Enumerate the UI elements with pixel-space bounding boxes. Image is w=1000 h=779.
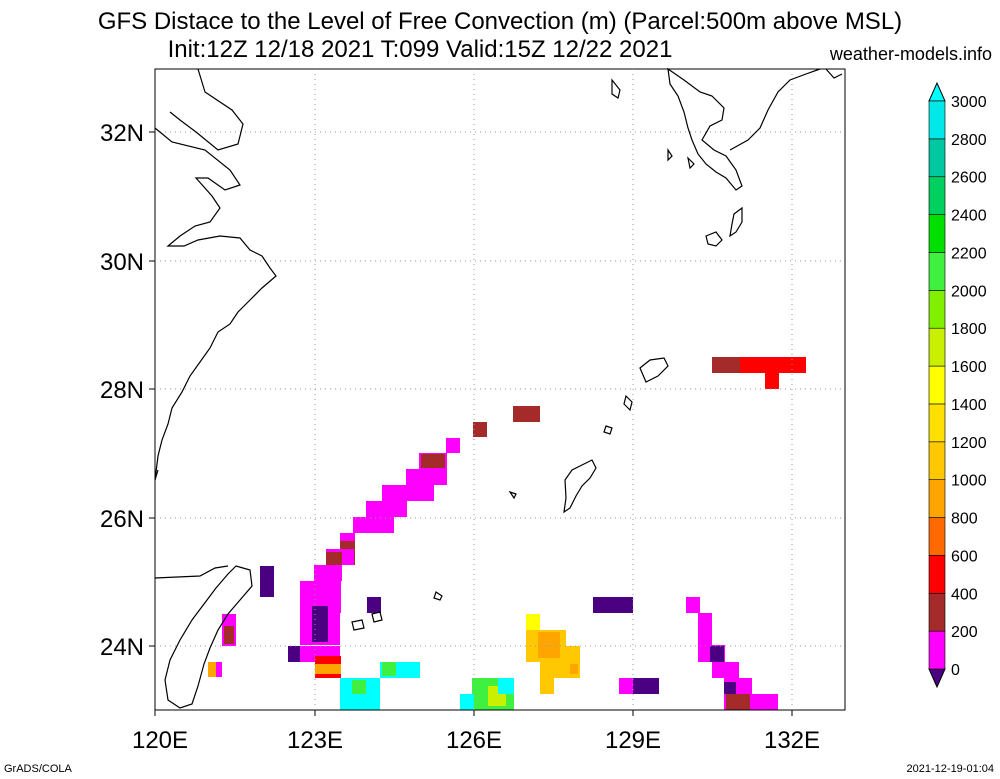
colorbar-segment	[928, 214, 946, 253]
lat-label-26n: 26N	[100, 506, 144, 533]
colorbar-label: 2000	[951, 283, 987, 300]
lon-label-126e: 126E	[446, 727, 502, 754]
lat-label-30n: 30N	[100, 249, 144, 276]
data-cells	[208, 357, 806, 710]
timestamp: 2021-12-19-01:04	[906, 763, 994, 775]
colorbar-segment	[928, 403, 946, 443]
axis-ticks	[149, 131, 793, 716]
colorbar-label: 1000	[951, 473, 987, 490]
colorbar-label: 1400	[951, 397, 987, 414]
colorbar-segment	[928, 100, 946, 140]
colorbar-label: 2200	[951, 245, 987, 262]
colorbar-label: 0	[951, 662, 960, 679]
colorbar-segment	[928, 327, 946, 367]
colorbar-segment	[928, 290, 946, 329]
colorbar-label: 3000	[951, 94, 987, 111]
colorbar-segment	[928, 592, 946, 632]
colorbar-label: 800	[951, 511, 978, 528]
gridlines	[155, 69, 845, 710]
colorbar-arrow-high	[928, 81, 946, 102]
colorbar-label: 200	[951, 624, 978, 641]
lat-label-24n: 24N	[100, 634, 144, 661]
colorbar-segment	[928, 365, 946, 405]
colorbar-label: 2400	[951, 208, 987, 225]
lon-label-120e: 120E	[132, 727, 188, 754]
coastlines	[154, 67, 843, 709]
map-title: GFS Distace to the Level of Free Convect…	[97, 8, 903, 35]
colorbar-segment	[928, 630, 946, 670]
colorbar-segment	[928, 176, 946, 215]
lon-label-129e: 129E	[605, 727, 661, 754]
lat-label-28n: 28N	[100, 377, 144, 404]
colorbar-arrow-low	[928, 668, 946, 689]
colorbar-label: 1600	[951, 359, 987, 376]
colorbar-segment	[928, 555, 946, 594]
colorbar-label: 2600	[951, 170, 987, 187]
colorbar-segment	[928, 252, 946, 291]
colorbar-segment	[928, 517, 946, 556]
colorbar-label: 1200	[951, 435, 987, 452]
colorbar-segment	[928, 441, 946, 480]
colorbar-label: 2800	[951, 132, 987, 149]
colorbar-label: 600	[951, 548, 978, 565]
colorbar-segment	[928, 138, 946, 178]
lon-label-123e: 123E	[287, 727, 343, 754]
colorbar: 0 200 400 600 800 1000 1200 1400 1600 1800 2000 220…	[928, 81, 987, 689]
lon-label-132e: 132E	[764, 727, 820, 754]
colorbar-label: 1800	[951, 321, 987, 338]
map-subtitle: Init:12Z 12/18 2021 T:099 Valid:15Z 12/2…	[167, 36, 673, 63]
lat-label-32n: 32N	[100, 120, 144, 147]
site-credit: weather-models.info	[829, 44, 992, 64]
colorbar-label: 400	[951, 586, 978, 603]
grads-credit: GrADS/COLA	[4, 763, 72, 775]
colorbar-segment	[928, 479, 946, 518]
